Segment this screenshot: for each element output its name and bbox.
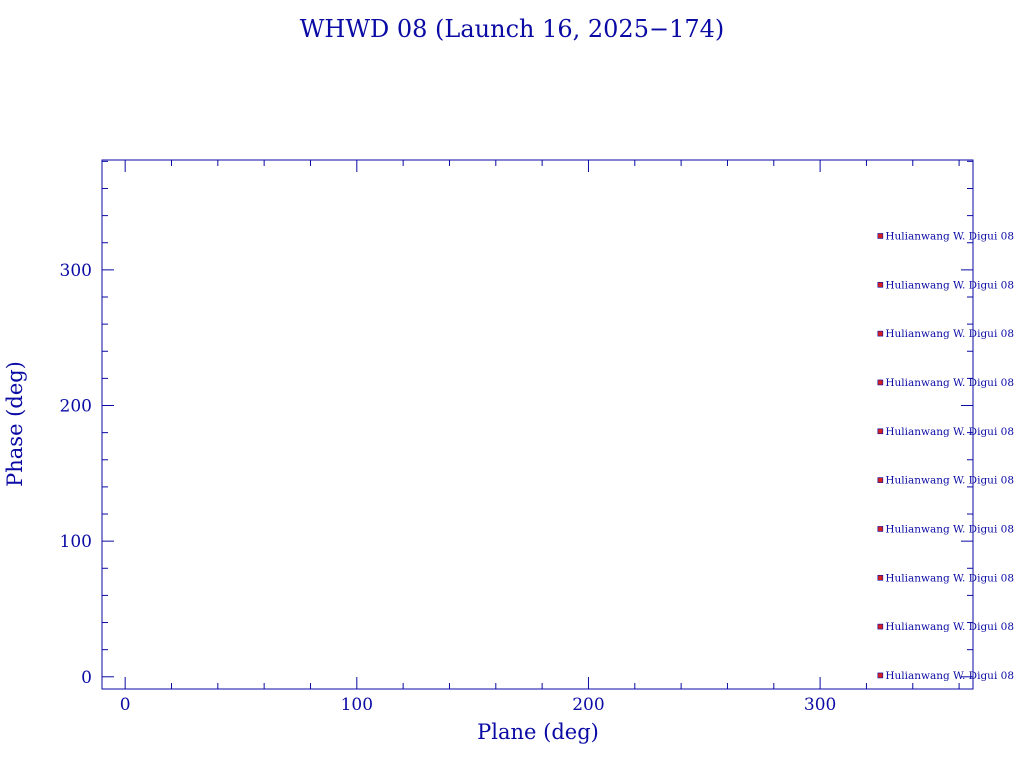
- tick-labels: 0 100 200 300 0 100 200 300: [60, 261, 837, 715]
- data-point: [877, 233, 884, 239]
- plot-frame: [101, 159, 974, 690]
- data-point: [877, 428, 884, 435]
- data-point-label: Hulianwang W. Digui 08: [885, 621, 1014, 633]
- chart-title: WHWD 08 (Launch 16, 2025−174): [300, 15, 725, 43]
- data-points: Hulianwang W. Digui 08 Hulianwang W. Digu…: [877, 230, 1014, 682]
- data-point-label: Hulianwang W. Digui 08: [885, 377, 1014, 389]
- x-tick-label: 0: [120, 695, 131, 715]
- data-point-label: Hulianwang W. Digui 08: [885, 475, 1014, 487]
- y-tick-label: 0: [81, 668, 92, 688]
- y-tick-label: 100: [60, 532, 92, 552]
- y-tick-label: 200: [60, 397, 92, 417]
- data-point: [877, 672, 884, 679]
- data-point: [877, 574, 884, 581]
- data-point: [877, 379, 884, 386]
- data-point-label: Hulianwang W. Digui 08: [885, 230, 1014, 242]
- data-point: [877, 477, 884, 483]
- data-point-label: Hulianwang W. Digui 08: [885, 670, 1014, 682]
- data-point-label: Hulianwang W. Digui 08: [885, 523, 1014, 535]
- axis-ticks: [102, 160, 973, 689]
- data-point-label: Hulianwang W. Digui 08: [885, 426, 1014, 438]
- data-point: [877, 526, 884, 532]
- x-tick-label: 200: [572, 695, 604, 715]
- data-point: [877, 281, 884, 288]
- data-point-label: Hulianwang W. Digui 08: [885, 279, 1014, 291]
- data-point-label: Hulianwang W. Digui 08: [885, 572, 1014, 584]
- data-point: [877, 623, 884, 630]
- data-point: [877, 330, 884, 337]
- y-tick-label: 300: [60, 261, 92, 281]
- x-tick-label: 300: [804, 695, 836, 715]
- data-point-label: Hulianwang W. Digui 08: [885, 328, 1014, 340]
- x-tick-label: 100: [341, 695, 373, 715]
- y-axis-label: Phase (deg): [3, 361, 27, 487]
- x-axis-label: Plane (deg): [477, 720, 599, 744]
